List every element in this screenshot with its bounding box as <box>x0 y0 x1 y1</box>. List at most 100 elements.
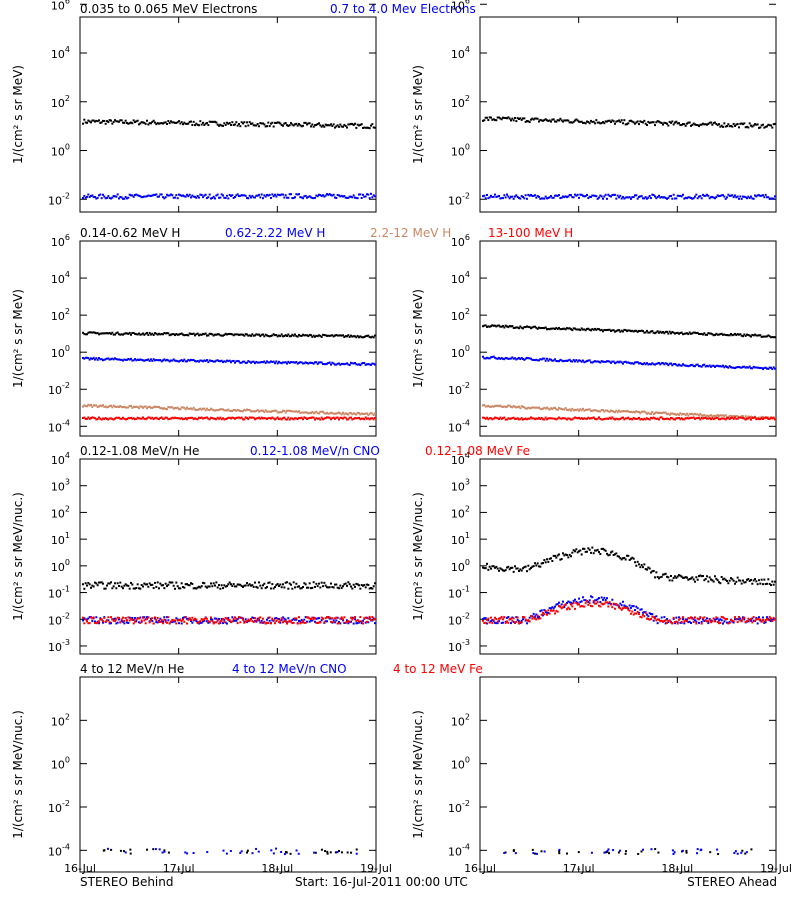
data-point <box>276 335 279 338</box>
data-point <box>154 359 156 362</box>
data-point <box>276 618 279 621</box>
data-point <box>756 617 759 620</box>
data-point <box>511 356 514 359</box>
data-point <box>368 336 371 339</box>
data-point <box>119 358 122 361</box>
data-point <box>767 417 770 420</box>
data-point <box>707 365 710 368</box>
data-point <box>224 418 227 421</box>
data-point <box>735 196 738 199</box>
data-point <box>687 578 690 581</box>
data-point <box>135 359 138 362</box>
data-point <box>676 621 679 624</box>
y-axis-label: 1/(cm² s sr MeV) <box>11 65 25 164</box>
data-point <box>667 417 670 420</box>
data-point <box>566 601 568 604</box>
data-point <box>94 620 96 623</box>
data-point <box>588 408 591 411</box>
data-point <box>547 609 550 612</box>
data-point <box>87 119 90 122</box>
data-point <box>510 617 512 620</box>
data-point <box>95 622 98 625</box>
data-point <box>646 362 648 365</box>
data-point <box>227 616 230 619</box>
data-point <box>239 194 242 197</box>
data-point <box>82 619 84 622</box>
data-point <box>295 417 298 420</box>
data-point <box>292 581 295 584</box>
data-point <box>656 362 659 365</box>
data-point <box>576 551 579 554</box>
data-point <box>262 617 264 620</box>
data-point <box>508 617 511 620</box>
data-point <box>543 327 546 330</box>
data-point <box>599 361 602 364</box>
data-point <box>163 197 166 200</box>
data-point <box>554 554 556 557</box>
data-point <box>486 193 488 196</box>
data-point <box>774 418 776 421</box>
data-point <box>318 122 320 125</box>
data-point <box>362 619 364 622</box>
data-point <box>531 358 534 361</box>
data-point <box>758 618 760 621</box>
data-point <box>218 196 220 199</box>
data-point <box>294 410 296 413</box>
data-point <box>675 363 678 366</box>
data-point <box>556 554 559 557</box>
data-point <box>663 196 666 199</box>
data-point <box>352 417 355 420</box>
data-point <box>500 325 503 328</box>
data-point <box>192 120 195 123</box>
data-point <box>531 617 534 620</box>
plot-frame <box>479 676 777 873</box>
data-point <box>651 330 654 333</box>
data-point <box>614 603 616 606</box>
data-point <box>255 417 258 420</box>
data-point <box>758 418 760 421</box>
data-point <box>160 584 163 587</box>
y-tick-label: 10-2 <box>48 191 70 207</box>
data-point <box>682 333 684 336</box>
data-point <box>258 410 260 413</box>
data-point <box>266 618 268 621</box>
data-point <box>596 598 599 601</box>
data-point <box>220 617 223 620</box>
data-point <box>110 197 112 200</box>
data-point <box>587 547 590 550</box>
data-point <box>723 414 726 417</box>
data-point <box>263 335 266 338</box>
data-point <box>548 119 551 122</box>
series-title: 0.62-2.22 MeV H <box>225 226 325 240</box>
data-point <box>227 197 230 200</box>
data-point <box>127 332 130 335</box>
data-point <box>714 618 716 621</box>
data-point <box>143 616 146 619</box>
data-point <box>172 620 175 623</box>
data-point <box>627 410 630 413</box>
data-point <box>178 333 180 336</box>
data-point <box>558 850 561 853</box>
data-point <box>190 332 192 335</box>
data-point <box>564 328 567 331</box>
data-point <box>103 418 106 421</box>
data-point <box>255 333 258 336</box>
data-point <box>716 579 719 582</box>
data-point <box>215 621 218 624</box>
data-point <box>696 363 699 366</box>
data-point <box>83 332 86 335</box>
data-point <box>482 404 484 407</box>
data-point <box>226 333 228 336</box>
data-point <box>746 417 748 420</box>
data-point <box>594 360 596 363</box>
data-point <box>727 123 730 126</box>
data-point <box>600 408 603 411</box>
data-point <box>671 412 674 415</box>
data-point <box>104 587 107 590</box>
data-point <box>506 616 508 619</box>
data-point <box>167 851 170 854</box>
data-point <box>563 408 566 411</box>
data-point <box>582 359 584 362</box>
data-point <box>494 616 496 619</box>
data-point <box>186 360 188 363</box>
